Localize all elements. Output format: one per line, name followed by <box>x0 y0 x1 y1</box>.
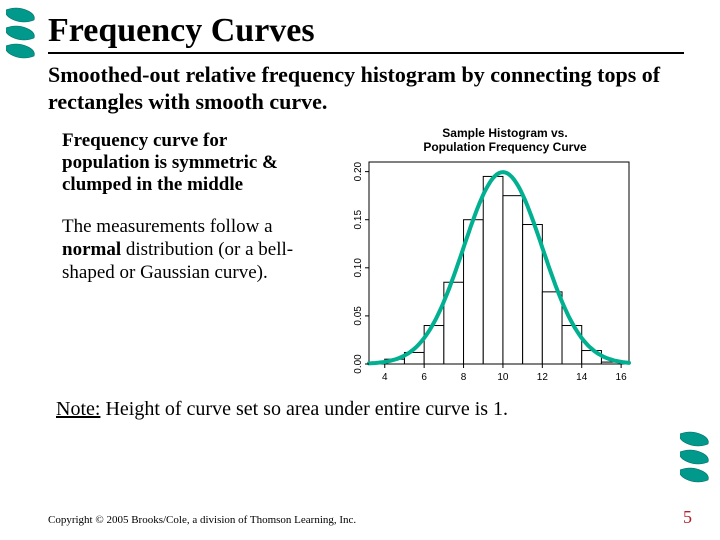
corner-decoration-top-left <box>6 6 40 62</box>
svg-text:14: 14 <box>576 372 588 383</box>
chart-title-line1: Sample Histogram vs. <box>442 126 567 140</box>
slide-subtitle: Smoothed-out relative frequency histogra… <box>48 62 684 116</box>
svg-text:0.05: 0.05 <box>353 306 364 326</box>
note-rest: Height of curve set so area under entire… <box>105 398 508 420</box>
chart-title: Sample Histogram vs. Population Frequenc… <box>335 126 675 155</box>
svg-text:0.15: 0.15 <box>353 210 364 230</box>
para2-part-a: The measurements follow a <box>62 216 273 237</box>
svg-text:4: 4 <box>382 372 388 383</box>
svg-text:0.20: 0.20 <box>353 162 364 182</box>
svg-text:12: 12 <box>537 372 549 383</box>
note-text: Note: Height of curve set so area under … <box>56 398 684 421</box>
corner-decoration-bottom-right <box>680 430 714 486</box>
svg-text:0.10: 0.10 <box>353 258 364 278</box>
svg-text:0.00: 0.00 <box>353 354 364 374</box>
body-paragraph-2: The measurements follow a normal distrib… <box>62 215 318 285</box>
chart-title-line2: Population Frequency Curve <box>423 140 586 154</box>
page-number: 5 <box>683 507 692 528</box>
svg-text:8: 8 <box>461 372 467 383</box>
copyright-text: Copyright © 2005 Brooks/Cole, a division… <box>48 514 356 526</box>
slide-title: Frequency Curves <box>48 12 684 50</box>
svg-text:6: 6 <box>421 372 427 383</box>
title-underline <box>48 52 684 54</box>
para2-bold: normal <box>62 239 121 260</box>
body-paragraph-1: Frequency curve for population is symmet… <box>62 130 318 197</box>
svg-text:16: 16 <box>616 372 628 383</box>
histogram-chart: 0.00 0.05 0.10 0.15 0.20 4 6 8 10 12 14 16 <box>335 158 635 388</box>
chart-container: Sample Histogram vs. Population Frequenc… <box>335 126 675 389</box>
note-underline: Note: <box>56 398 100 420</box>
svg-text:10: 10 <box>497 372 509 383</box>
